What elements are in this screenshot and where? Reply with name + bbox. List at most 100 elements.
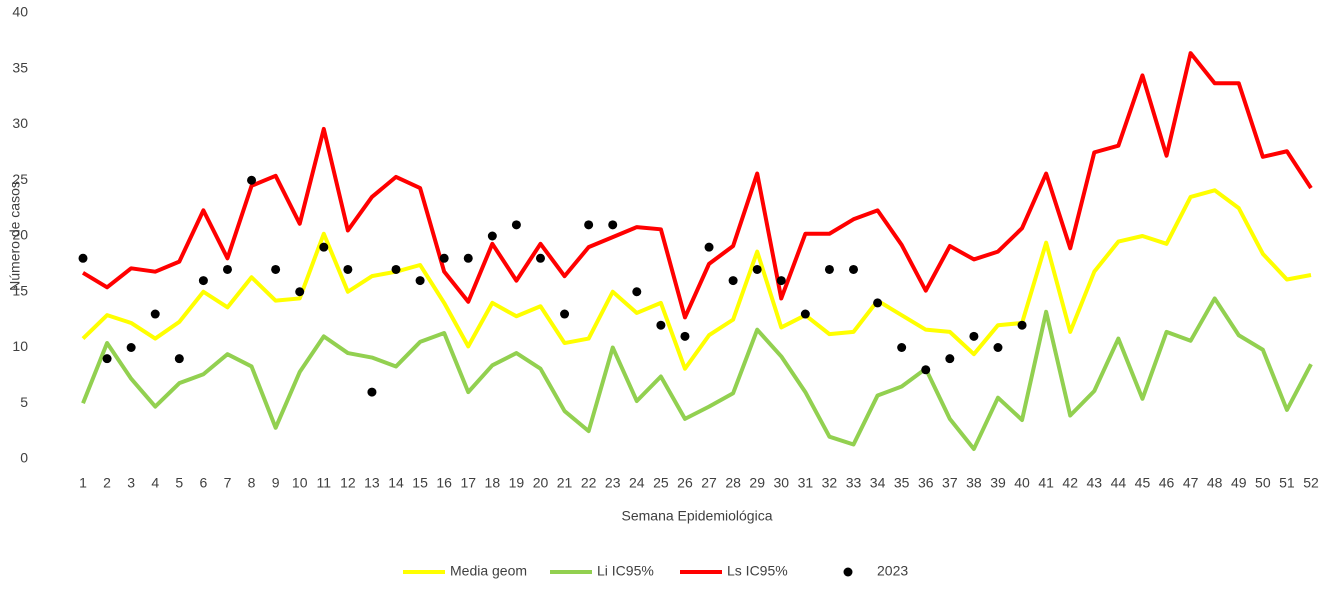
x-tick-label: 46 <box>1159 475 1175 491</box>
x-tick-label: 32 <box>822 475 838 491</box>
x-tick-label: 49 <box>1231 475 1247 491</box>
x-tick-label: 17 <box>460 475 476 491</box>
x-tick-label: 41 <box>1038 475 1054 491</box>
data-point <box>367 387 377 397</box>
legend-label: 2023 <box>877 563 908 579</box>
data-point <box>150 309 160 319</box>
x-tick-label: 4 <box>151 475 159 491</box>
x-tick-label: 21 <box>557 475 573 491</box>
data-point <box>945 354 955 364</box>
x-tick-label: 1 <box>79 475 87 491</box>
data-point <box>824 264 834 274</box>
x-tick-label: 7 <box>224 475 232 491</box>
x-tick-label: 45 <box>1135 475 1151 491</box>
data-point <box>728 276 738 286</box>
x-tick-label: 15 <box>412 475 428 491</box>
legend-marker <box>843 567 853 577</box>
x-tick-label: 19 <box>509 475 525 491</box>
data-point <box>463 253 473 263</box>
data-point <box>295 287 305 297</box>
series-line <box>81 188 1312 371</box>
y-tick-label: 15 <box>12 282 28 298</box>
data-point <box>222 264 232 274</box>
y-tick-label: 40 <box>12 4 28 20</box>
legend-label: Li IC95% <box>597 563 654 579</box>
y-axis-title: Número de casos <box>7 181 23 291</box>
y-tick-label: 20 <box>12 227 28 243</box>
x-tick-label: 50 <box>1255 475 1271 491</box>
x-tick-label: 13 <box>364 475 380 491</box>
x-tick-label: 11 <box>317 475 332 491</box>
x-tick-label: 5 <box>175 475 183 491</box>
x-tick-label: 42 <box>1062 475 1078 491</box>
series-line <box>81 51 1313 320</box>
x-tick-label: 3 <box>127 475 135 491</box>
data-point <box>897 343 907 352</box>
data-point <box>921 365 931 375</box>
x-tick-label: 12 <box>340 475 356 491</box>
x-tick-label: 29 <box>749 475 765 491</box>
data-point <box>535 253 545 263</box>
data-point <box>487 231 497 241</box>
data-point <box>776 276 786 286</box>
data-point <box>560 309 570 319</box>
legend-label: Ls IC95% <box>727 563 788 579</box>
data-point <box>680 331 690 341</box>
x-tick-label: 10 <box>292 475 308 491</box>
x-tick-label: 33 <box>846 475 862 491</box>
x-tick-label: 25 <box>653 475 669 491</box>
data-point <box>1017 320 1027 330</box>
data-point <box>439 253 449 263</box>
data-point <box>800 309 810 319</box>
x-tick-label: 34 <box>870 475 886 491</box>
data-point <box>198 276 208 286</box>
x-tick-label: 6 <box>199 475 207 491</box>
data-point <box>752 264 762 274</box>
x-tick-label: 31 <box>798 475 814 491</box>
data-point <box>271 264 281 274</box>
x-tick-label: 30 <box>773 475 789 491</box>
data-point <box>126 343 136 352</box>
x-tick-label: 39 <box>990 475 1006 491</box>
x-axis-title: Semana Epidemiológica <box>622 508 773 524</box>
x-tick-label: 20 <box>533 475 549 491</box>
legend-label: Media geom <box>450 563 527 579</box>
x-tick-label: 8 <box>248 475 256 491</box>
data-point <box>511 220 521 230</box>
x-tick-label: 47 <box>1183 475 1199 491</box>
x-tick-label: 48 <box>1207 475 1223 491</box>
x-tick-label: 26 <box>677 475 693 491</box>
data-point <box>343 264 353 274</box>
data-point <box>704 242 714 252</box>
x-tick-label: 18 <box>485 475 501 491</box>
series-line <box>81 296 1313 451</box>
x-tick-label: 52 <box>1303 475 1319 491</box>
y-tick-label: 35 <box>12 59 28 75</box>
y-tick-label: 30 <box>12 115 28 131</box>
x-tick-label: 9 <box>272 475 280 491</box>
y-tick-label: 5 <box>20 394 28 410</box>
x-tick-label: 2 <box>103 475 111 491</box>
data-point <box>632 287 642 297</box>
data-point <box>993 343 1003 352</box>
y-tick-label: 25 <box>12 171 28 187</box>
x-tick-label: 22 <box>581 475 597 491</box>
x-tick-label: 44 <box>1111 475 1127 491</box>
x-tick-label: 14 <box>388 475 404 491</box>
x-tick-label: 51 <box>1279 475 1295 491</box>
y-tick-label: 10 <box>12 338 28 354</box>
x-tick-label: 43 <box>1087 475 1103 491</box>
data-point <box>78 253 88 263</box>
data-point <box>415 276 425 286</box>
x-tick-label: 38 <box>966 475 982 491</box>
x-tick-label: 37 <box>942 475 958 491</box>
data-point <box>247 175 257 185</box>
data-point <box>873 298 883 308</box>
data-point <box>102 354 112 364</box>
y-tick-label: 0 <box>20 450 28 466</box>
data-point <box>174 354 184 364</box>
data-point <box>584 220 594 230</box>
x-tick-label: 23 <box>605 475 621 491</box>
data-point <box>849 264 859 274</box>
